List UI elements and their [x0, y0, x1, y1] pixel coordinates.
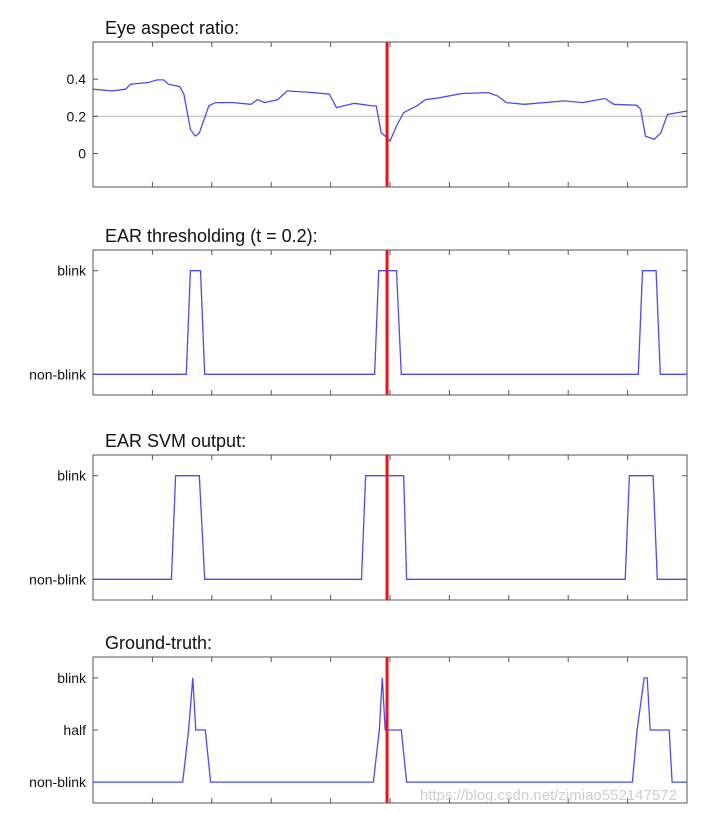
watermark: https://blog.csdn.net/zimiao552147572 [420, 787, 677, 804]
panel-2: EAR thresholding (t = 0.2): blink non-blin… [29, 226, 688, 396]
y-tick-label: non-blink [29, 774, 87, 790]
panel-title: Eye aspect ratio: [105, 18, 239, 38]
series-line-svm [93, 475, 687, 580]
panel-title: EAR SVM output: [105, 431, 246, 451]
panel-4: Ground-truth: blink half non-blink [29, 633, 688, 804]
series-line-ground-truth [93, 677, 687, 783]
plot-frame [92, 656, 688, 804]
y-tick-label: 0 [78, 146, 86, 162]
y-tick-label: non-blink [29, 571, 87, 587]
panel-title: Ground-truth: [105, 633, 212, 653]
y-tick-label: 0.2 [67, 108, 87, 124]
y-tick-label: 0.4 [67, 71, 87, 87]
plot-frame [92, 249, 688, 396]
plot-frame [92, 41, 688, 188]
y-tick-label: half [63, 722, 86, 738]
series-line-EAR [92, 79, 688, 143]
y-tick-label: non-blink [29, 366, 87, 382]
panel-3: EAR SVM output: blink non-blink [29, 431, 688, 601]
panel-title: EAR thresholding (t = 0.2): [105, 226, 318, 246]
y-tick-label: blink [57, 468, 87, 484]
y-tick-label: blink [57, 263, 87, 279]
panel-1: Eye aspect ratio: 0.4 0.2 0 [67, 18, 688, 188]
y-tick-label: blink [57, 670, 87, 686]
series-line-threshold [93, 270, 687, 375]
plot-frame [92, 454, 688, 601]
